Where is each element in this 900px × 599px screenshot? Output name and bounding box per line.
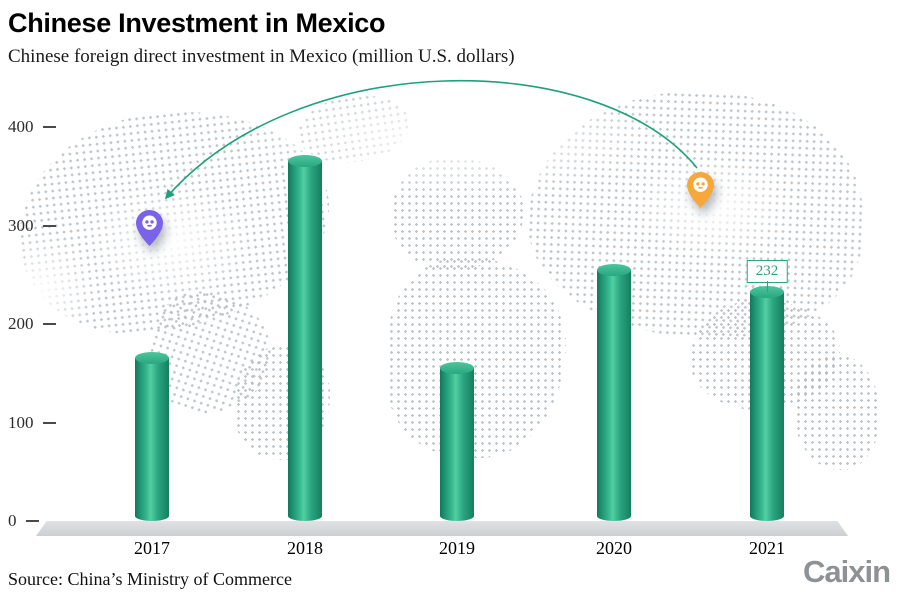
bar-top-ellipse (440, 362, 474, 375)
bar-2020 (597, 263, 631, 521)
x-axis-label: 2021 (749, 538, 785, 558)
map-pin-destination-icon (136, 210, 163, 246)
map-cloud-glow-left (0, 230, 100, 350)
bar-top-ellipse (597, 263, 631, 276)
bar-top-ellipse (288, 155, 322, 168)
y-axis-tick-mark (42, 323, 56, 325)
y-axis-tick: 300 (8, 216, 56, 236)
map-cloud-glow-destination (85, 185, 255, 300)
y-axis-tick: 400 (8, 117, 56, 137)
map-oceania (795, 355, 880, 470)
y-axis-label: 200 (8, 314, 34, 333)
bar-2021 (750, 286, 784, 521)
chart-floor (36, 521, 848, 536)
y-axis-tick-mark (42, 421, 56, 424)
y-axis-label: 400 (8, 117, 34, 136)
callout-leader-line (767, 281, 768, 293)
value-callout: 232 (746, 260, 788, 284)
page-subtitle: Chinese foreign direct investment in Mex… (8, 46, 515, 67)
x-axis-label: 2017 (134, 538, 170, 558)
y-axis-tick-mark (42, 126, 56, 128)
x-axis-label: 2019 (439, 538, 475, 558)
caixin-logo: Caixin (802, 554, 891, 589)
page-title: Chinese Investment in Mexico (8, 8, 386, 38)
chart-header: Chinese Investment in Mexico Chinese for… (8, 8, 515, 68)
bar-2019 (440, 362, 474, 521)
y-axis-tick: 0 (8, 511, 39, 531)
y-axis-label: 0 (8, 511, 17, 530)
y-axis-tick-mark (42, 224, 56, 227)
y-axis-tick: 100 (8, 413, 56, 433)
y-axis-label: 100 (8, 412, 34, 432)
y-axis-tick-mark (25, 520, 39, 522)
source-note: Source: China’s Ministry of Commerce (8, 569, 292, 589)
bar-2018 (288, 155, 322, 521)
map-continent-africa (388, 258, 566, 458)
x-axis-label: 2018 (287, 538, 323, 558)
bar-top-ellipse (135, 352, 169, 365)
bar-2017 (135, 352, 169, 521)
y-axis-label: 300 (8, 215, 34, 235)
bar-top-ellipse (750, 286, 784, 299)
x-axis-label: 2020 (596, 538, 632, 558)
map-pin-origin-icon (687, 172, 714, 208)
y-axis-tick: 200 (8, 314, 56, 334)
